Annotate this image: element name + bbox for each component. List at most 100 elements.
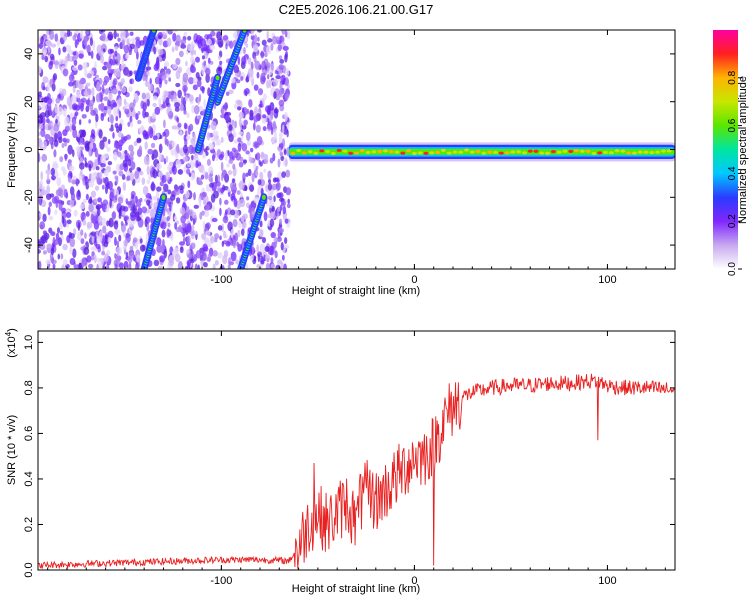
spectrogram-cell <box>57 106 64 116</box>
spectrogram-cell <box>233 197 238 208</box>
spectrogram-cell <box>168 110 174 120</box>
spectrogram-cell <box>113 220 119 230</box>
spectrogram-cell <box>201 232 207 240</box>
signal-band-peak <box>330 151 336 156</box>
spectrogram-ytick-label: -20 <box>23 189 35 205</box>
spectrogram-cell <box>161 71 167 81</box>
spectrogram-cell <box>90 246 96 251</box>
spectrogram-cell <box>54 59 59 70</box>
spectrogram-cell <box>159 255 166 263</box>
spectrogram-cell <box>193 204 200 209</box>
spectrogram-cell <box>241 221 247 229</box>
spectrogram-cell <box>131 37 136 44</box>
spectrogram-cell <box>167 189 172 195</box>
signal-band-peak <box>348 151 354 155</box>
spectrogram-ytick-label: 0 <box>23 146 35 152</box>
spectrogram-cell <box>44 109 50 119</box>
streak-inner <box>242 30 247 33</box>
spectrogram-cell <box>99 139 105 150</box>
spectrogram-cell <box>282 45 289 51</box>
spectrogram-cell <box>220 161 224 172</box>
spectrogram-cell <box>242 159 248 164</box>
spectrogram-cell <box>200 38 206 47</box>
spectrogram-cell <box>157 48 164 56</box>
spectrogram-cell <box>102 65 108 71</box>
signal-band-peak <box>655 150 661 154</box>
spectrogram-cell <box>78 53 84 59</box>
spectrogram-cell <box>216 31 223 41</box>
spectrogram-cell <box>145 92 151 102</box>
spectrogram-cell <box>275 181 281 191</box>
spectrogram-cell <box>90 254 95 261</box>
signal-band-peak <box>382 149 388 153</box>
spectrogram-cell <box>46 118 50 124</box>
spectrogram-cell <box>190 242 196 250</box>
spectrogram-cell <box>165 68 171 75</box>
spectrogram-cell <box>278 136 283 144</box>
spectrogram-cell <box>51 83 56 92</box>
spectrogram-cell <box>207 38 212 46</box>
signal-band-peak <box>637 150 643 154</box>
spectrogram-cell <box>232 239 237 249</box>
spectrogram-cell <box>72 149 75 158</box>
spectrogram-cell <box>129 43 136 50</box>
spectrogram-cell <box>165 155 169 163</box>
spectrogram-cell <box>237 56 241 66</box>
signal-band-peak <box>643 150 649 154</box>
spectrogram-cell <box>135 51 139 60</box>
spectrogram-cell <box>186 168 191 175</box>
spectrogram-cell <box>286 203 291 209</box>
spectrogram-cell <box>209 182 214 188</box>
spectrogram-cell <box>62 243 68 251</box>
spectrogram-cell <box>185 190 190 199</box>
spectrogram-cell <box>116 33 120 38</box>
spectrogram-cell <box>191 154 194 161</box>
spectrogram-cell <box>139 170 144 176</box>
spectrogram-cell <box>107 98 111 109</box>
snr-xtick-label: -100 <box>210 575 232 587</box>
spectrogram-panel: -100 0 100 -40 -20 0 20 40 Height of straight l… <box>6 29 676 297</box>
spectrogram-cell <box>214 174 218 184</box>
spectrogram-cell <box>100 258 104 267</box>
spectrogram-cell <box>190 50 194 56</box>
spectrogram-cell <box>182 236 186 244</box>
spectrogram-cell <box>271 205 276 213</box>
signal-band-peak <box>359 149 365 153</box>
spectrogram-cell <box>283 157 289 167</box>
spectrogram-cell <box>112 170 117 175</box>
snr-scale-suffix: ) <box>6 328 18 332</box>
spectrogram-cell <box>260 76 266 85</box>
spectrogram-cell <box>49 60 53 66</box>
spectrogram-cell <box>284 237 288 245</box>
spectrogram-cell <box>283 263 287 269</box>
spectrogram-cell <box>195 56 200 63</box>
spectrogram-cell <box>183 110 187 115</box>
spectrogram-cell <box>253 161 257 171</box>
spectrogram-cell <box>104 88 109 96</box>
spectrogram-cell <box>221 240 225 248</box>
spectrogram-cell <box>146 165 150 176</box>
spectrogram-cell <box>159 181 164 187</box>
spectrogram-cell <box>72 51 77 56</box>
spectrogram-cell <box>102 225 107 234</box>
spectrogram-cell <box>236 241 240 247</box>
spectrogram-cell <box>261 60 266 71</box>
spectrogram-cell <box>59 156 64 163</box>
spectrogram-cell <box>112 88 118 95</box>
spectrogram-cell <box>84 175 88 186</box>
spectrogram-cell <box>166 37 172 47</box>
spectrogram-cell <box>134 211 140 218</box>
spectrogram-cell <box>278 132 283 138</box>
spectrogram-cell <box>86 73 92 79</box>
signal-band-peak <box>313 151 319 156</box>
spectrogram-cell <box>69 246 73 255</box>
spectrogram-cell <box>201 251 207 261</box>
spectrogram-cell <box>220 187 224 194</box>
spectrogram-cell <box>223 185 229 191</box>
spectrogram-cell <box>114 236 117 247</box>
spectrogram-cell <box>275 95 280 101</box>
spectrogram-cell <box>281 171 287 178</box>
spectrogram-cell <box>131 193 135 200</box>
spectrogram-cell <box>107 161 113 166</box>
spectrogram-ytick-label: 20 <box>23 96 35 108</box>
